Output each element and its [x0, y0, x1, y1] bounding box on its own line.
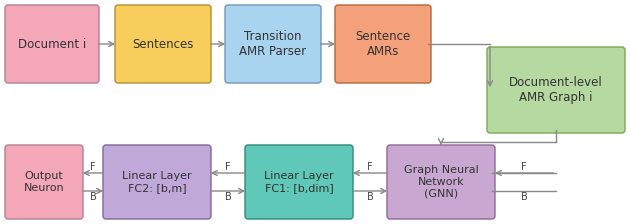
- Text: Linear Layer
FC2: [b,m]: Linear Layer FC2: [b,m]: [122, 171, 192, 193]
- FancyBboxPatch shape: [225, 5, 321, 83]
- Text: B: B: [225, 192, 231, 202]
- Text: B: B: [367, 192, 374, 202]
- FancyBboxPatch shape: [245, 145, 353, 219]
- FancyBboxPatch shape: [5, 5, 99, 83]
- Text: Sentences: Sentences: [132, 37, 193, 50]
- FancyBboxPatch shape: [387, 145, 495, 219]
- Text: F: F: [521, 162, 527, 172]
- Text: Document i: Document i: [18, 37, 86, 50]
- FancyBboxPatch shape: [103, 145, 211, 219]
- Text: B: B: [89, 192, 96, 202]
- Text: Linear Layer
FC1: [b,dim]: Linear Layer FC1: [b,dim]: [264, 171, 334, 193]
- FancyBboxPatch shape: [487, 47, 625, 133]
- Text: F: F: [90, 162, 96, 172]
- Text: Transition
AMR Parser: Transition AMR Parser: [239, 30, 307, 58]
- Text: Document-level
AMR Graph i: Document-level AMR Graph i: [509, 76, 603, 104]
- FancyBboxPatch shape: [335, 5, 431, 83]
- FancyBboxPatch shape: [5, 145, 83, 219]
- Text: Graph Neural
Network
(GNN): Graph Neural Network (GNN): [404, 165, 478, 199]
- Text: B: B: [520, 192, 527, 202]
- Text: Sentence
AMRs: Sentence AMRs: [355, 30, 411, 58]
- FancyBboxPatch shape: [115, 5, 211, 83]
- Text: F: F: [225, 162, 231, 172]
- Text: F: F: [367, 162, 373, 172]
- Text: Output
Neuron: Output Neuron: [24, 171, 64, 193]
